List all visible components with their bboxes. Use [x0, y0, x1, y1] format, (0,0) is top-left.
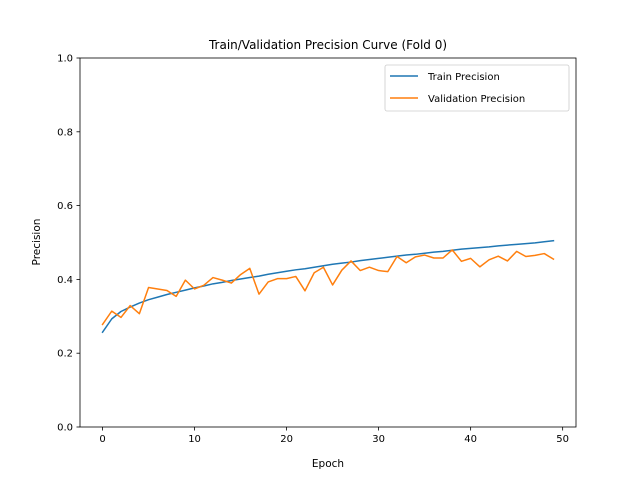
- legend: Train Precision Validation Precision: [384, 64, 570, 112]
- plot-area: [101, 239, 555, 334]
- y-tick-label: 0.2: [57, 349, 73, 360]
- x-tick-label: 20: [280, 434, 293, 445]
- y-tick-label: 0.8: [57, 127, 73, 138]
- y-axis: 0.0 0.2 0.4 0.6 0.8 1.0: [57, 54, 80, 434]
- train-precision-line: [101, 239, 555, 334]
- x-axis: 0 10 20 30 40 50: [99, 427, 569, 445]
- y-tick-label: 1.0: [57, 54, 73, 65]
- y-axis-label: Precision: [31, 219, 43, 266]
- chart-title: Train/Validation Precision Curve (Fold 0…: [208, 38, 447, 52]
- y-tick-label: 0.4: [57, 275, 73, 286]
- y-tick-label: 0.6: [57, 201, 73, 212]
- x-tick-label: 10: [188, 434, 201, 445]
- y-tick-label: 0.0: [57, 423, 73, 434]
- x-tick-label: 50: [556, 434, 569, 445]
- legend-box: [384, 64, 570, 112]
- x-axis-label: Epoch: [312, 458, 344, 470]
- x-tick-label: 30: [372, 434, 385, 445]
- legend-label-train: Train Precision: [427, 72, 500, 83]
- legend-label-validation: Validation Precision: [428, 94, 525, 105]
- axes-frame: [79, 57, 577, 428]
- validation-precision-line: [101, 249, 555, 326]
- x-tick-label: 40: [464, 434, 477, 445]
- x-tick-label: 0: [99, 434, 105, 445]
